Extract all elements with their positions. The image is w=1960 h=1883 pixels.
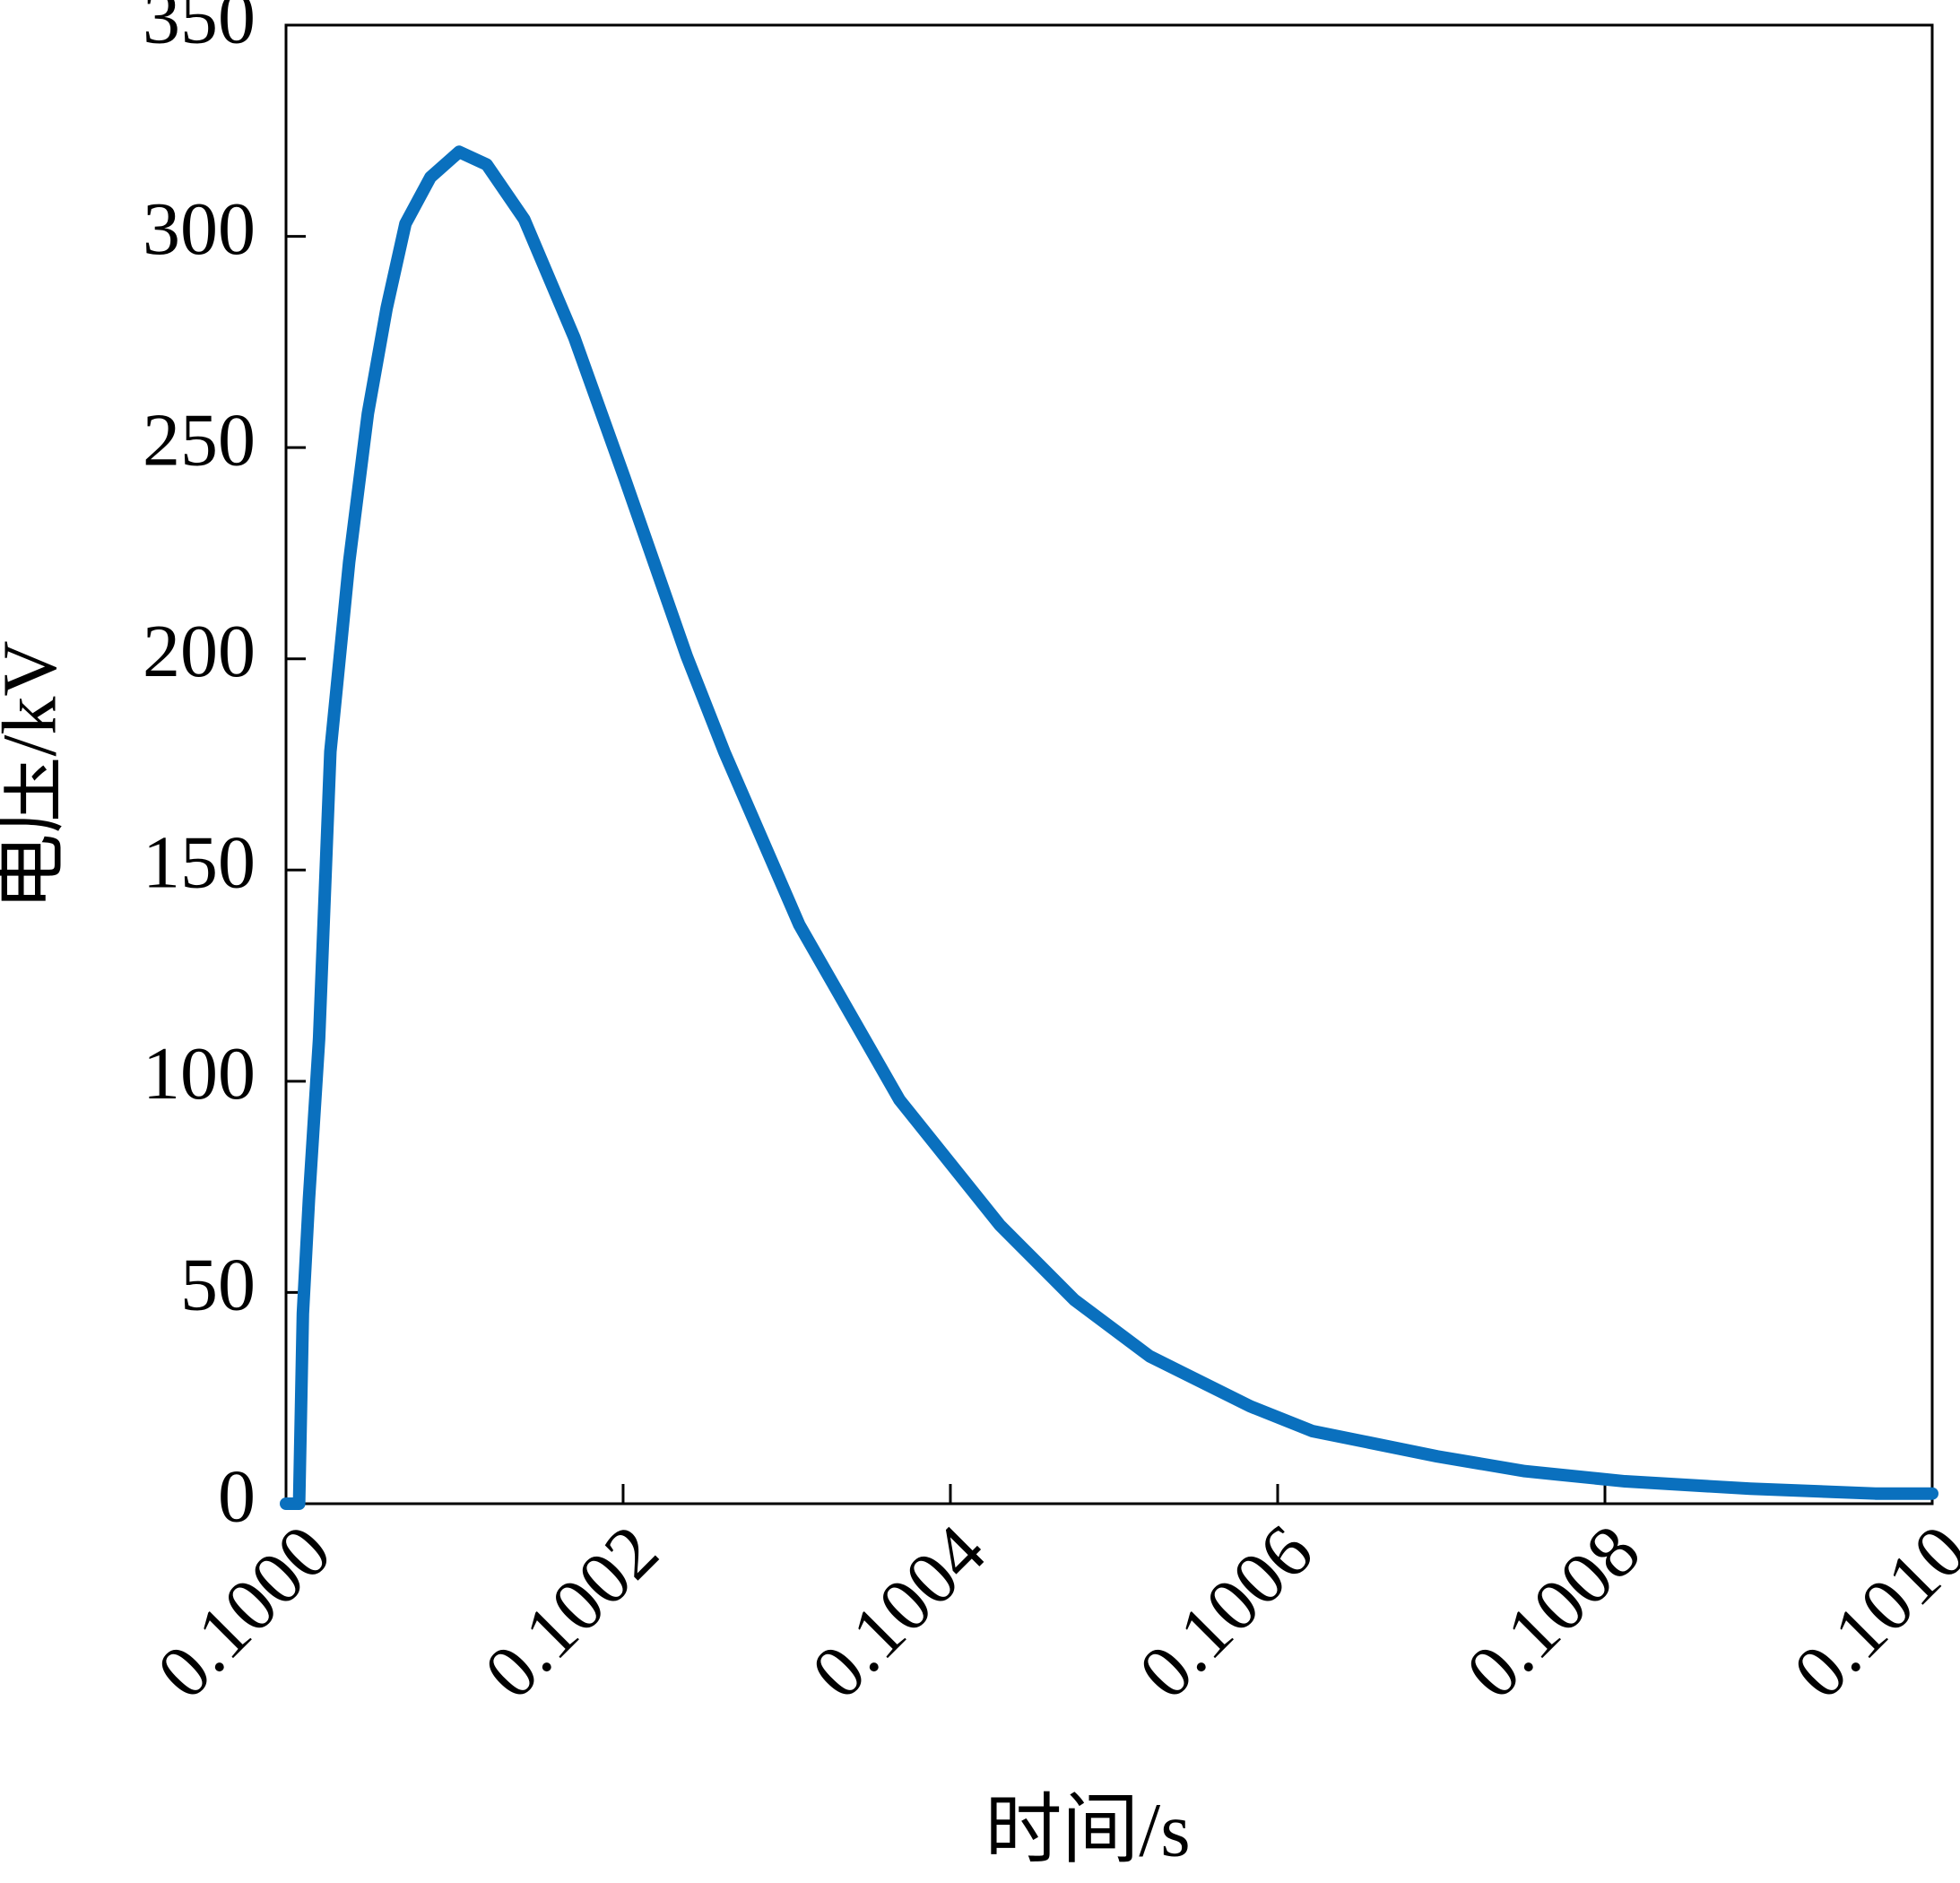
x-tick-label: 0.1008 — [1451, 1509, 1656, 1714]
x-tick-label: 0.1002 — [469, 1509, 674, 1714]
x-tick-label: 0.1000 — [142, 1509, 347, 1714]
y-axis-label: 电压/kV — [0, 641, 73, 911]
y-tick-label: 50 — [180, 1244, 256, 1327]
y-tick-label: 200 — [143, 610, 256, 693]
x-tick-label: 0.1006 — [1123, 1509, 1329, 1714]
y-tick-label: 100 — [143, 1032, 256, 1115]
y-tick-label: 300 — [143, 187, 256, 271]
data-line — [280, 145, 1938, 1510]
x-tick-label: 0.1010 — [1778, 1509, 1960, 1714]
y-tick-label: 350 — [143, 0, 256, 59]
x-tick-label: 0.1004 — [796, 1509, 1002, 1714]
x-axis-label: 时间/s — [984, 1787, 1190, 1873]
plot-frame — [284, 23, 1934, 1506]
y-tick-label: 250 — [143, 398, 256, 482]
y-tick-label: 0 — [218, 1454, 256, 1538]
y-tick-label: 150 — [143, 821, 256, 905]
